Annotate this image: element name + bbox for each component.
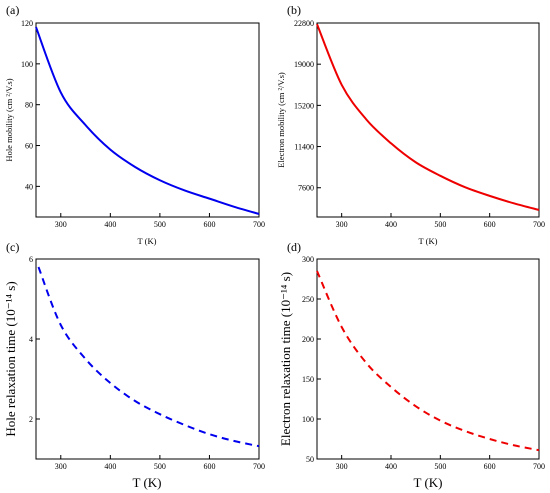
panel-c-y-axis-label: Hole relaxation time (10⁻¹⁴ s)	[3, 281, 18, 436]
panel-c-x-tick-label-1: 400	[104, 462, 116, 471]
panel-d-y-tick-label-5: 300	[302, 255, 314, 264]
panel-d-x-tick-label-3: 600	[484, 462, 496, 471]
panel-d-y-tick-label-1: 100	[302, 415, 314, 424]
panel-d: (d) 300 400 500 600 700 50 100 150 200 250 300 T (…	[278, 240, 545, 490]
panel-a-y-tick-label-3: 100	[21, 60, 33, 69]
panel-a-x-tick-label-3: 600	[203, 220, 215, 229]
panel-a-y-tick-label-1: 60	[25, 142, 33, 151]
panel-b-y-tick-label-2: 15200	[294, 101, 314, 110]
panel-d-x-tick-label-4: 700	[533, 462, 545, 471]
panel-b-ticks: 300 400 500 600 700 7600 11400 15200 19000 22800	[294, 19, 545, 229]
panel-d-y-tick-label-4: 250	[302, 295, 314, 304]
panel-d-y-tick-label-2: 150	[302, 375, 314, 384]
panel-c-x-tick-label-3: 600	[203, 462, 215, 471]
panel-a-frame	[35, 22, 260, 218]
panel-b-y-tick-label-3: 19000	[294, 60, 314, 69]
panel-b-x-tick-label-4: 700	[533, 220, 545, 229]
panel-b-y-axis-label: Electron mobility (cm ²/V.s)	[276, 72, 286, 168]
panel-b-label: (b)	[287, 3, 301, 17]
panel-b-y-tick-label-4: 22800	[294, 19, 314, 28]
panel-a-y-tick-label-2: 80	[25, 101, 33, 110]
panel-d-x-axis-label: T (K)	[413, 475, 442, 490]
panel-c-label: (c)	[6, 240, 19, 254]
panel-c-y-tick-label-1: 4	[29, 335, 33, 344]
panel-c-hole-relaxation-line	[37, 266, 260, 448]
panel-d-ticks: 300 400 500 600 700 50 100 150 200 250 300	[302, 255, 545, 471]
panel-a: (a) 300 400 500 600 700 40 60 80 100 120 T (K) Ho…	[4, 3, 265, 246]
panel-d-label: (d)	[287, 240, 301, 254]
panel-b-x-tick-label-2: 500	[434, 220, 446, 229]
panel-d-x-tick-label-2: 500	[434, 462, 446, 471]
panel-c-x-tick-label-4: 700	[253, 462, 265, 471]
panel-c-frame	[35, 258, 260, 460]
panel-b-x-tick-label-0: 300	[336, 220, 348, 229]
panel-d-electron-relaxation-line	[316, 270, 540, 452]
panel-a-y-tick-label-0: 40	[25, 182, 33, 191]
panel-c: (c) 300 400 500 600 700 2 4 6 T (K) Hole relaxa…	[3, 240, 265, 490]
panel-b-x-tick-label-3: 600	[484, 220, 496, 229]
panel-d-x-tick-label-0: 300	[336, 462, 348, 471]
panel-c-ticks: 300 400 500 600 700 2 4 6	[29, 255, 265, 471]
panel-b-electron-mobility-line	[316, 23, 540, 211]
panel-b-y-tick-label-0: 7600	[298, 184, 314, 193]
panel-b: (b) 300 400 500 600 700 7600 11400 15200 19000 22…	[276, 3, 545, 246]
panel-b-y-tick-label-1: 11400	[294, 143, 314, 152]
panel-b-x-axis-label: T (K)	[419, 236, 438, 246]
panel-b-frame	[316, 22, 540, 218]
panel-a-x-tick-label-4: 700	[253, 220, 265, 229]
panel-c-x-tick-label-2: 500	[154, 462, 166, 471]
panel-c-y-tick-label-0: 2	[29, 415, 33, 424]
panel-b-x-tick-label-1: 400	[385, 220, 397, 229]
panel-a-x-tick-label-2: 500	[154, 220, 166, 229]
panel-d-frame	[316, 258, 540, 460]
panel-a-ticks: 300 400 500 600 700 40 60 80 100 120	[21, 19, 265, 229]
panel-c-y-tick-label-2: 6	[29, 255, 33, 264]
panel-a-y-tick-label-4: 120	[21, 19, 33, 28]
panel-a-x-axis-label: T (K)	[138, 236, 157, 246]
panel-a-x-tick-label-0: 300	[55, 220, 67, 229]
panel-c-x-axis-label: T (K)	[132, 475, 161, 490]
panel-c-x-tick-label-0: 300	[55, 462, 67, 471]
panel-a-hole-mobility-line	[35, 26, 260, 215]
panel-a-y-axis-label: Hole mobility (cm ²/V.s)	[4, 78, 14, 161]
panel-d-y-axis-label: Electron relaxation time (10⁻¹⁴ s)	[278, 272, 293, 446]
panel-d-x-tick-label-1: 400	[385, 462, 397, 471]
panel-a-label: (a)	[6, 3, 19, 17]
panel-d-y-tick-label-0: 50	[306, 455, 314, 464]
panel-a-x-tick-label-1: 400	[104, 220, 116, 229]
panel-d-y-tick-label-3: 200	[302, 335, 314, 344]
